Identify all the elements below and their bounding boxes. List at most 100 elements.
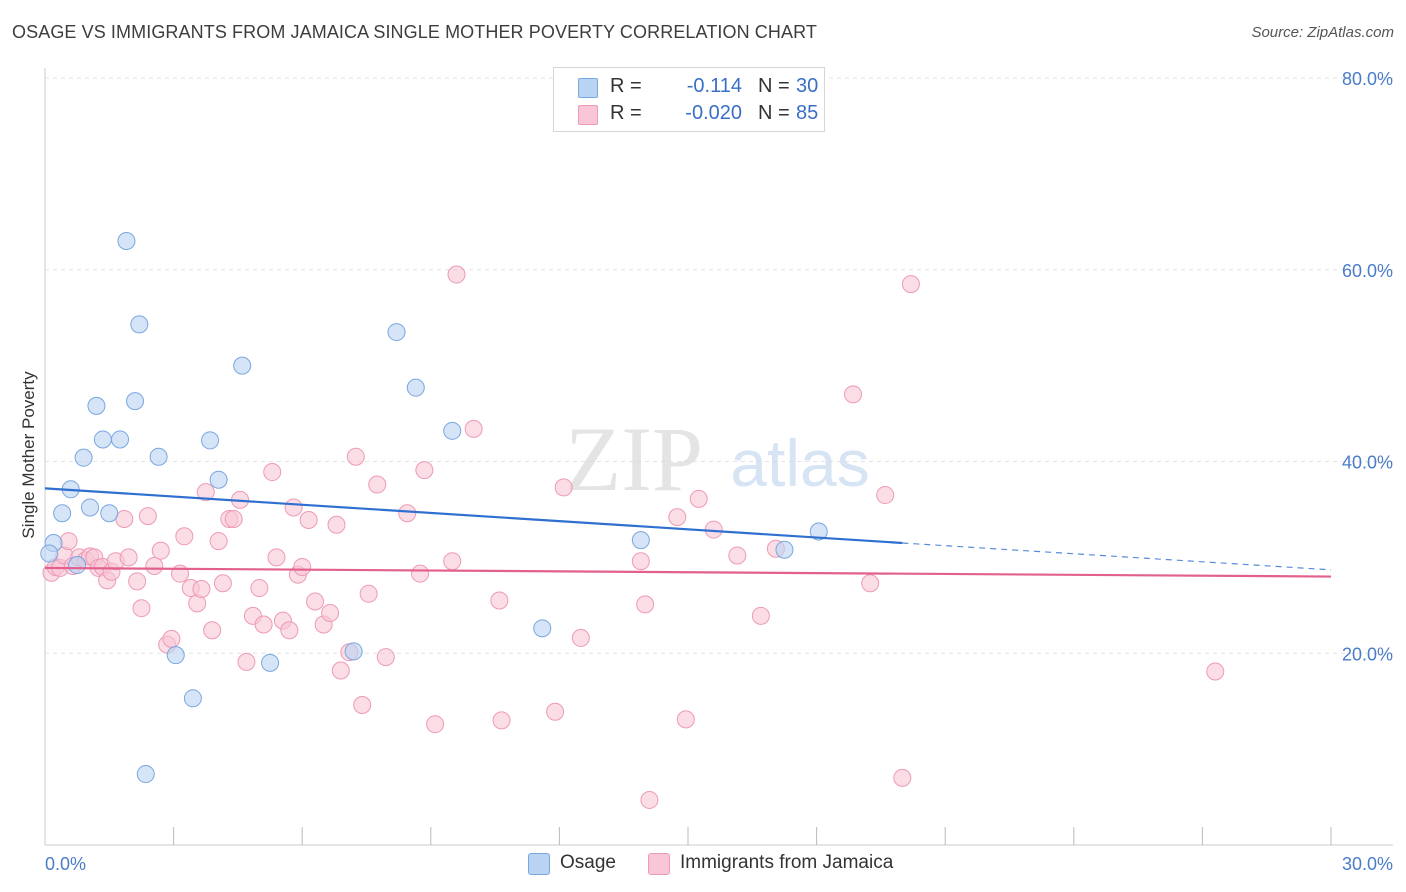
jamaica-point [59, 532, 78, 551]
x-tick-label: 30.0% [1342, 854, 1393, 874]
osage-point [111, 430, 130, 449]
osage-point [117, 231, 136, 250]
jamaica-point [447, 265, 466, 284]
jamaica-point [306, 592, 325, 611]
jamaica-point [668, 508, 687, 527]
trend-lines [44, 487, 1332, 578]
jamaica-point [284, 498, 303, 517]
osage-point [775, 540, 794, 559]
jamaica-point [192, 580, 211, 599]
n-label: N = [758, 102, 790, 124]
jamaica-point [1206, 662, 1225, 681]
jamaica-point [353, 696, 372, 715]
osage-point [233, 356, 252, 375]
x-tick-label: 0.0% [45, 854, 86, 874]
n-value: 30 [796, 75, 819, 97]
osage-points [40, 231, 828, 784]
jamaica-point [331, 661, 350, 680]
jamaica-point [893, 768, 912, 787]
osage-point [93, 430, 112, 449]
jamaica-point [263, 463, 282, 482]
osage-point [149, 447, 168, 466]
n-label: N = [758, 75, 790, 97]
osage-point [126, 392, 145, 411]
jamaica-point [175, 527, 194, 546]
jamaica-point [631, 552, 650, 571]
r-value: -0.114 [686, 75, 742, 97]
jamaica-point [443, 552, 462, 571]
jamaica-point [689, 489, 708, 508]
jamaica-point [751, 606, 770, 625]
osage-point [443, 421, 462, 440]
jamaica-point [844, 385, 863, 404]
jamaica-point [492, 711, 511, 730]
y-axis-label: Single Mother Poverty [19, 371, 38, 539]
jamaica-legend-swatch [648, 853, 670, 875]
jamaica-point [398, 504, 417, 523]
osage-point [209, 470, 228, 489]
jamaica-point [196, 483, 215, 502]
y-tick-label: 40.0% [1342, 453, 1393, 473]
r-value: -0.020 [685, 102, 742, 124]
r-label: R = [610, 75, 642, 97]
source-note: Source: ZipAtlas.com [1251, 24, 1394, 41]
jamaica-point [861, 574, 880, 593]
jamaica-point [426, 715, 445, 734]
osage-point [344, 642, 363, 661]
osage-point [201, 431, 220, 450]
osage-point [631, 531, 650, 550]
jamaica-swatch [578, 105, 598, 125]
jamaica-point [132, 599, 151, 618]
jamaica-point [299, 510, 318, 529]
jamaica-point [359, 584, 378, 603]
osage-point [406, 378, 425, 397]
osage-trend-line [44, 487, 903, 545]
osage-trend-extension [902, 542, 1332, 571]
jamaica-point [415, 461, 434, 480]
jamaica-point [636, 595, 655, 614]
jamaica-point [676, 710, 695, 729]
jamaica-legend-label: Immigrants from Jamaica [680, 852, 894, 873]
osage-point [809, 522, 828, 541]
jamaica-point [640, 790, 659, 809]
jamaica-point [250, 579, 269, 598]
jamaica-point [280, 621, 299, 640]
jamaica-trend-line [44, 566, 1332, 578]
jamaica-point [254, 615, 273, 634]
watermark: ZIP atlas [565, 408, 870, 510]
watermark-atlas: atlas [730, 426, 869, 500]
jamaica-point [213, 574, 232, 593]
jamaica-point [554, 478, 573, 497]
jamaica-point [237, 652, 256, 671]
n-value: 85 [796, 102, 819, 124]
jamaica-point [571, 628, 590, 647]
jamaica-point [546, 702, 565, 721]
jamaica-point [327, 515, 346, 534]
jamaica-point [321, 603, 340, 622]
osage-legend-label: Osage [560, 852, 616, 873]
jamaica-point [151, 541, 170, 560]
osage-point [68, 556, 87, 575]
jamaica-point [209, 532, 228, 551]
osage-point [387, 323, 406, 342]
jamaica-point [224, 510, 243, 529]
osage-point [81, 498, 100, 517]
jamaica-points [42, 265, 1225, 809]
jamaica-point [876, 486, 895, 505]
osage-point [130, 315, 149, 334]
jamaica-point [376, 648, 395, 667]
jamaica-point [490, 591, 509, 610]
osage-point [261, 653, 280, 672]
series-legend: Osage Immigrants from Jamaica [0, 851, 1406, 877]
jamaica-point [368, 475, 387, 494]
jamaica-point [128, 572, 147, 591]
osage-point [40, 544, 59, 563]
jamaica-point [162, 629, 181, 648]
jamaica-point [115, 510, 134, 529]
osage-point [53, 504, 72, 523]
jamaica-point [267, 548, 286, 567]
osage-point [87, 396, 106, 415]
osage-legend-swatch [528, 853, 550, 875]
y-tick-label: 80.0% [1342, 69, 1393, 89]
